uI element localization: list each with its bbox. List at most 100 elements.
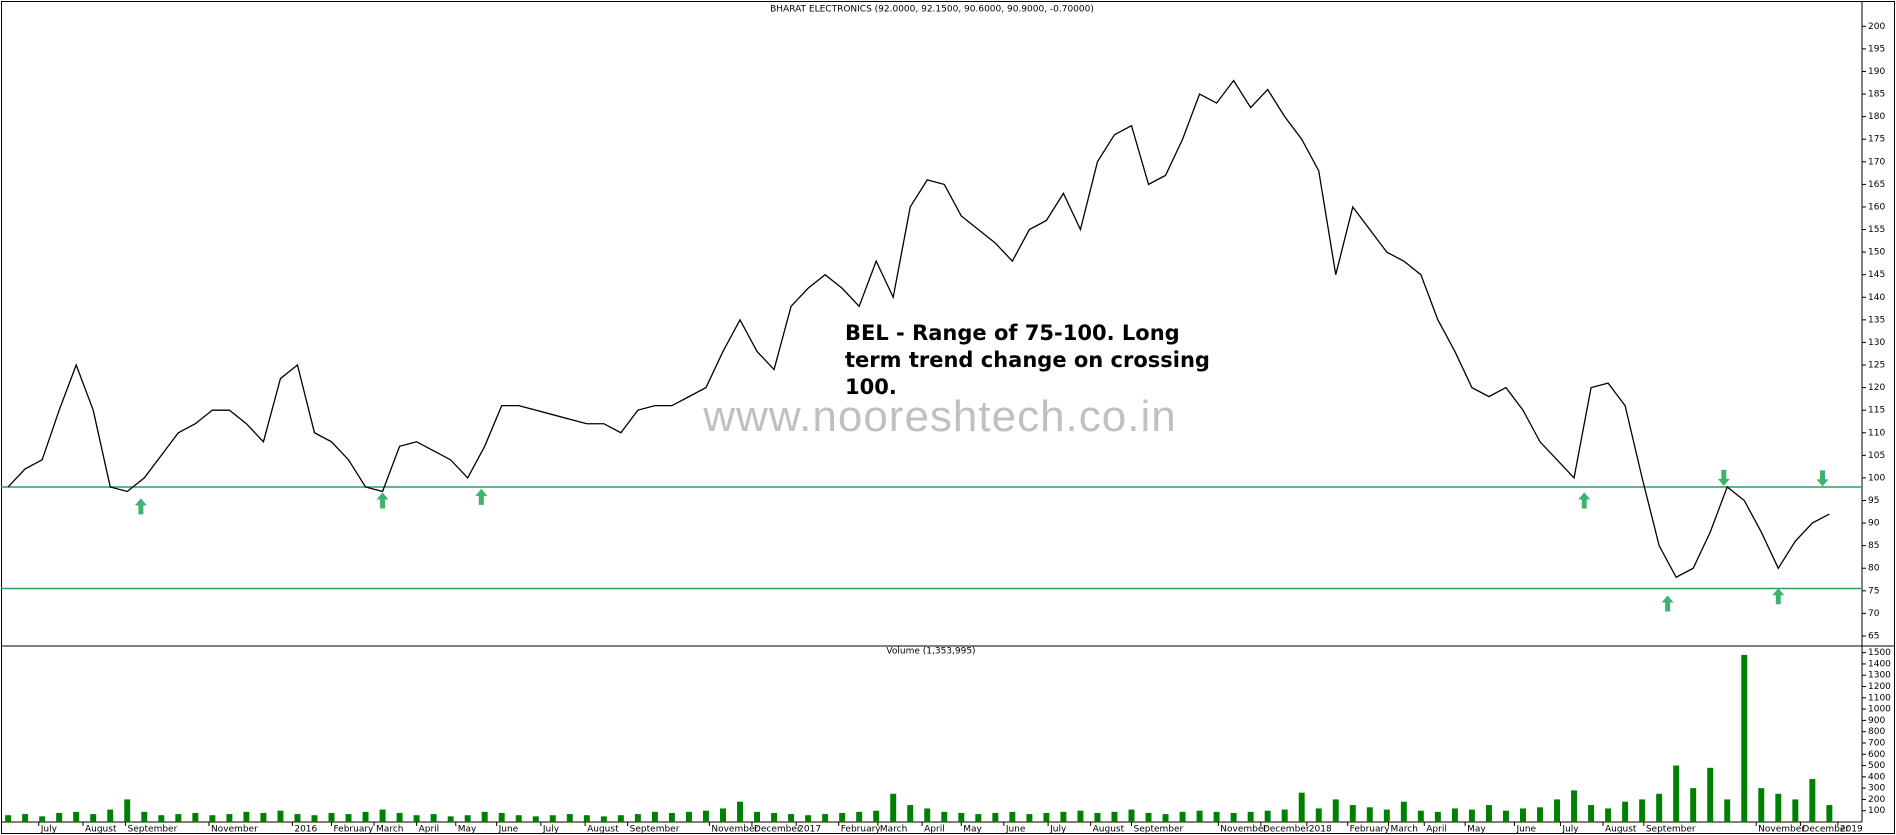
- x-tick-label: April: [924, 825, 945, 835]
- volume-bar: [379, 809, 386, 822]
- volume-bar: [1400, 801, 1407, 822]
- volume-bar: [243, 811, 250, 822]
- y-tick-label: 175: [1868, 135, 1885, 145]
- y-tick-label: 115: [1868, 406, 1885, 416]
- volume-bar: [141, 811, 148, 822]
- volume-bar: [651, 811, 658, 822]
- arrow: [1816, 470, 1829, 487]
- volume-bar: [1741, 654, 1748, 822]
- y-tick-label: 200: [1868, 22, 1885, 32]
- volume-bar: [1281, 809, 1288, 822]
- arrow: [475, 488, 488, 505]
- volume-bar: [1554, 799, 1561, 822]
- x-tick-label: July: [1561, 825, 1579, 835]
- volume-bar: [532, 816, 539, 822]
- y-tick-label: 90: [1868, 519, 1880, 529]
- volume-bar: [566, 814, 573, 822]
- x-tick-label: May: [458, 825, 477, 835]
- volume-bar: [73, 811, 80, 822]
- volume-bar: [362, 811, 369, 822]
- volume-bar: [1468, 809, 1475, 822]
- y-tick-label: 190: [1868, 67, 1885, 77]
- y-tick-label: 900: [1868, 716, 1885, 726]
- y-tick-label: 105: [1868, 451, 1885, 461]
- volume-bar: [1332, 799, 1339, 822]
- x-tick-label: July: [40, 825, 58, 835]
- x-tick-label: November: [211, 825, 258, 835]
- volume-bar: [1434, 811, 1441, 822]
- volume-bar: [617, 815, 624, 822]
- volume-bar: [975, 814, 982, 822]
- volume-bar: [1673, 765, 1680, 822]
- volume-bar: [1077, 810, 1084, 822]
- volume-title: Volume (1,353,995): [886, 647, 975, 657]
- arrow: [1578, 492, 1591, 509]
- volume-bar: [941, 811, 948, 822]
- volume-bar: [1605, 808, 1612, 822]
- volume-bar: [1060, 811, 1067, 822]
- y-tick-label: 165: [1868, 180, 1885, 190]
- volume-bar: [1094, 812, 1101, 822]
- x-tick-label: June: [1005, 825, 1026, 835]
- y-tick-label: 1200: [1868, 682, 1891, 692]
- volume-bar: [1485, 805, 1492, 822]
- y-tick-label: 155: [1868, 225, 1885, 235]
- y-tick-label: 200: [1868, 795, 1885, 805]
- arrow: [134, 498, 147, 515]
- x-tick-label: 2017: [798, 825, 821, 835]
- volume-bar: [1656, 793, 1663, 822]
- volume-bar: [873, 810, 880, 822]
- volume-bar: [158, 815, 165, 822]
- x-tick-label: June: [498, 825, 519, 835]
- volume-bar: [1111, 811, 1118, 822]
- volume-bar: [1826, 805, 1833, 822]
- volume-bar: [294, 814, 301, 822]
- arrow: [1772, 588, 1785, 605]
- y-tick-label: 1100: [1868, 693, 1891, 703]
- volume-bar: [1451, 808, 1458, 822]
- volume-bar: [1502, 810, 1509, 822]
- x-tick-label: 2018: [1309, 825, 1332, 835]
- volume-bar: [1298, 792, 1305, 822]
- volume-bar: [1809, 779, 1816, 822]
- volume-bar: [958, 812, 965, 822]
- volume-bar: [1196, 810, 1203, 822]
- volume-bar: [771, 812, 778, 822]
- volume-bar: [5, 815, 12, 822]
- volume-bar: [498, 812, 505, 822]
- volume-bar: [583, 815, 590, 822]
- volume-bar: [1775, 793, 1782, 822]
- volume-bar: [1520, 808, 1526, 822]
- y-tick-label: 1500: [1868, 648, 1891, 658]
- y-tick-label: 400: [1868, 772, 1885, 782]
- annotation: BEL - Range of 75-100. Long term trend c…: [845, 321, 1210, 399]
- volume-bar: [600, 816, 607, 822]
- y-tick-label: 1300: [1868, 671, 1891, 681]
- volume-bar: [1758, 788, 1765, 822]
- y-tick-label: 120: [1868, 383, 1885, 393]
- volume-bar: [1588, 805, 1595, 822]
- y-tick-label: 1000: [1868, 705, 1891, 715]
- x-tick-label: August: [587, 825, 619, 835]
- volume-bar: [192, 812, 199, 822]
- arrow: [1717, 469, 1730, 486]
- volume-bar: [464, 815, 471, 822]
- x-tick-label: July: [1049, 825, 1067, 835]
- volume-bar: [56, 812, 63, 822]
- x-tick-label: April: [419, 825, 440, 835]
- y-tick-label: 700: [1868, 738, 1885, 748]
- volume-bar: [328, 812, 335, 822]
- volume-bar: [685, 811, 692, 822]
- volume-bar: [907, 805, 914, 822]
- x-tick-label: September: [128, 825, 178, 835]
- volume-bar: [702, 810, 709, 822]
- x-tick-label: August: [1093, 825, 1125, 835]
- x-tick-label: 2019: [1840, 825, 1863, 835]
- x-tick-label: February: [1350, 825, 1391, 835]
- volume-bar: [1247, 811, 1254, 822]
- volume-bar: [754, 811, 761, 822]
- volume-bar: [1315, 808, 1322, 822]
- y-tick-label: 135: [1868, 315, 1885, 325]
- y-tick-label: 95: [1868, 496, 1879, 506]
